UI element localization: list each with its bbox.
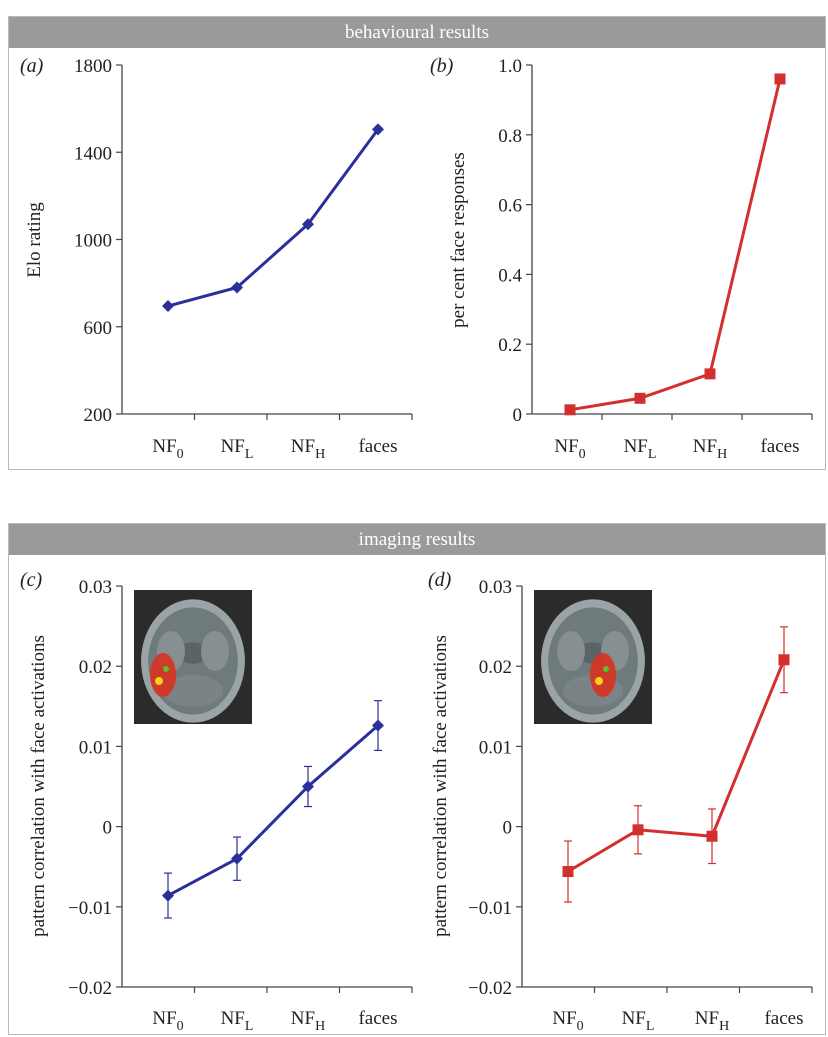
activation-cluster-green xyxy=(163,666,169,672)
y-axis-label: per cent face responses xyxy=(448,152,469,328)
y-axis-label: pattern correlation with face activation… xyxy=(28,635,49,937)
imaging-header: imaging results xyxy=(9,524,825,555)
y-tick-label: 0.6 xyxy=(498,196,522,217)
y-tick-label: 1.0 xyxy=(498,56,522,77)
y-tick-label: 200 xyxy=(84,405,113,426)
y-tick-label: 0.8 xyxy=(498,126,522,147)
y-tick-label: 0 xyxy=(503,818,513,839)
x-tick-label: NF0 xyxy=(554,436,585,462)
data-point-marker xyxy=(634,392,646,404)
y-tick-label: 1400 xyxy=(74,143,112,164)
x-tick-label: faces xyxy=(764,1008,803,1029)
chart-panel-1: (b) per cent face responses 0 0.2 0.4 0.6 0.8 1… xyxy=(430,55,813,462)
panel-label: (d) xyxy=(428,569,452,591)
panel-label: (a) xyxy=(20,55,44,77)
activation-cluster-yellow xyxy=(155,677,163,685)
data-point-marker xyxy=(162,889,174,902)
x-tick-label: NFH xyxy=(291,436,325,462)
chart-panel-3: (d) pattern correlation with face activat… xyxy=(428,569,813,1034)
x-tick-label: faces xyxy=(760,436,799,457)
x-tick-label: NFL xyxy=(624,436,657,462)
data-point-marker xyxy=(302,218,314,231)
y-tick-label: 1000 xyxy=(74,231,112,252)
data-point-marker xyxy=(372,123,384,136)
y-tick-label: 0.4 xyxy=(498,265,522,286)
y-tick-label: −0.02 xyxy=(468,978,512,999)
data-point-marker xyxy=(562,866,574,878)
data-point-marker xyxy=(632,824,644,836)
activation-cluster-yellow xyxy=(595,677,603,685)
y-axis-label: Elo rating xyxy=(24,202,45,278)
y-tick-label: −0.02 xyxy=(68,978,112,999)
series-line xyxy=(167,128,380,308)
y-tick-label: 0.03 xyxy=(479,577,512,598)
y-tick-label: 0.02 xyxy=(79,657,112,678)
y-tick-label: 0.01 xyxy=(79,737,112,758)
data-point-marker xyxy=(302,780,314,793)
cerebellum-region xyxy=(163,675,223,707)
data-point-marker xyxy=(778,654,790,666)
y-tick-label: 0 xyxy=(103,818,113,839)
y-tick-label: 1800 xyxy=(74,56,112,77)
brain-scan-inset-2 xyxy=(134,590,252,724)
x-tick-label: NFL xyxy=(221,1008,254,1034)
x-tick-label: NF0 xyxy=(152,436,183,462)
data-point-marker xyxy=(162,300,174,313)
data-point-marker xyxy=(372,719,384,732)
brain-scan-inset-3 xyxy=(534,590,652,724)
y-tick-label: 0 xyxy=(513,405,523,426)
x-tick-label: NFH xyxy=(695,1008,729,1034)
y-tick-label: −0.01 xyxy=(68,898,112,919)
x-tick-label: NFL xyxy=(622,1008,655,1034)
data-point-marker xyxy=(774,73,786,85)
x-tick-label: NF0 xyxy=(552,1008,583,1034)
series-line xyxy=(567,659,786,873)
panel-label: (c) xyxy=(20,569,43,591)
activation-cluster-green xyxy=(603,666,609,672)
y-tick-label: −0.01 xyxy=(468,898,512,919)
data-point-marker xyxy=(231,852,243,865)
x-tick-label: faces xyxy=(358,436,397,457)
y-tick-label: 600 xyxy=(84,318,113,339)
data-point-marker xyxy=(231,281,243,294)
x-tick-label: NFH xyxy=(693,436,727,462)
activation-cluster-red xyxy=(150,653,176,697)
x-tick-label: NFL xyxy=(221,436,254,462)
data-point-marker xyxy=(564,404,576,416)
temporal-lobe-left xyxy=(557,631,585,671)
y-tick-label: 0.03 xyxy=(79,577,112,598)
imaging-section: imaging results xyxy=(8,523,826,1035)
data-point-marker xyxy=(704,368,716,380)
temporal-lobe-right xyxy=(201,631,229,671)
y-axis-label: pattern correlation with face activation… xyxy=(430,635,451,937)
y-tick-label: 0.2 xyxy=(498,335,522,356)
x-tick-label: faces xyxy=(358,1008,397,1029)
panel-label: (b) xyxy=(430,55,454,77)
behavioural-header: behavioural results xyxy=(9,17,825,48)
y-tick-label: 0.02 xyxy=(479,657,512,678)
y-tick-label: 0.01 xyxy=(479,737,512,758)
chart-panel-0: (a) Elo rating 200 600 1000 1400 1800 NF0 NFL NFH… xyxy=(20,55,413,462)
activation-cluster-red xyxy=(590,653,616,697)
series-line xyxy=(167,724,379,897)
behavioural-section: behavioural results xyxy=(8,16,826,470)
series-line xyxy=(569,78,782,412)
data-point-marker xyxy=(706,830,718,842)
x-tick-label: NFH xyxy=(291,1008,325,1034)
chart-panel-2: (c) pattern correlation with face activat… xyxy=(20,569,413,1034)
x-tick-label: NF0 xyxy=(152,1008,183,1034)
